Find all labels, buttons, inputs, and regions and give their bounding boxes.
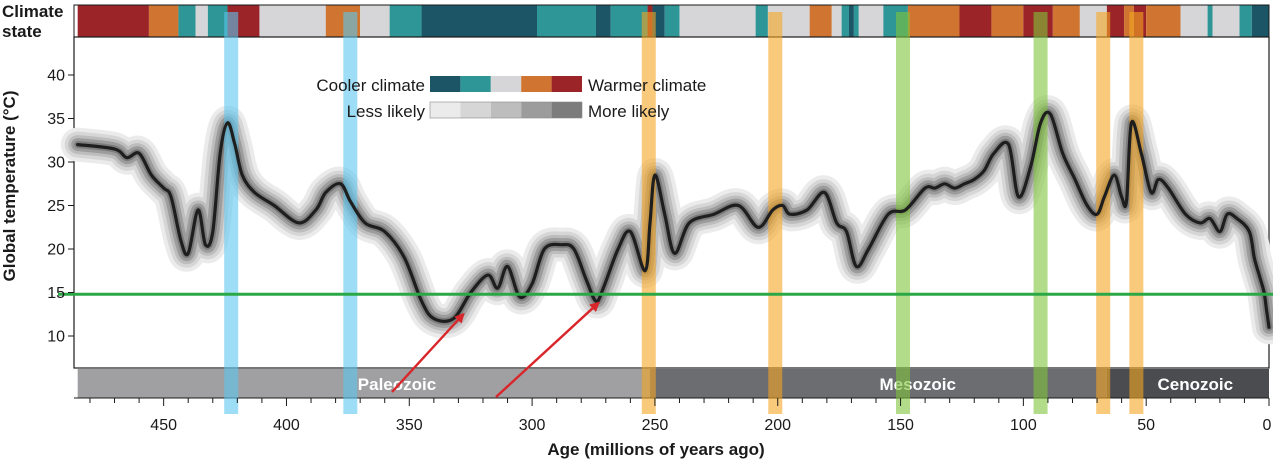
climate-state-segment xyxy=(195,5,208,37)
climate-state-segment xyxy=(389,5,422,37)
legend-likelihood-swatch xyxy=(490,102,522,118)
x-axis: 450 400 350 300 250 200 150 100 50 0 xyxy=(89,398,1272,434)
temperature-line xyxy=(76,110,1271,329)
legend-likelihood-frame xyxy=(429,101,583,119)
x-tick-label: 0 xyxy=(1263,417,1272,434)
climate-state-segment xyxy=(1052,5,1080,37)
highlight-band xyxy=(343,12,358,414)
climate-state-segment xyxy=(679,5,756,37)
highlight-band xyxy=(1129,12,1144,414)
legend-likelihood-swatch xyxy=(430,102,461,118)
y-tick-label: 35 xyxy=(47,111,65,128)
legend-less-label: Less likely xyxy=(347,102,426,121)
x-tick-label: 450 xyxy=(150,417,177,434)
climate-state-segment xyxy=(1212,5,1240,37)
climate-state-segment xyxy=(259,5,326,37)
y-tick-label: 30 xyxy=(47,155,65,172)
climate-state-segment xyxy=(809,5,832,37)
x-axis-title: Age (millions of years ago) xyxy=(547,440,764,459)
annotation-arrows xyxy=(391,301,600,398)
era-bar: Paleozoic Mesozoic Cenozoic xyxy=(74,369,1269,399)
climate-state-segment xyxy=(1180,5,1208,37)
x-tick-label: 250 xyxy=(642,417,669,434)
climate-state-segment xyxy=(959,5,992,37)
x-tick-label: 50 xyxy=(1137,417,1155,434)
legend-climate-swatch xyxy=(551,76,582,92)
x-tick-label: 150 xyxy=(887,417,914,434)
x-tick-label: 350 xyxy=(396,417,423,434)
highlight-band xyxy=(641,12,656,414)
climate-state-segment xyxy=(841,5,849,37)
era-block xyxy=(77,369,651,398)
climate-state-segment xyxy=(853,5,859,37)
climate-state-segment xyxy=(858,5,884,37)
y-tick-label: 15 xyxy=(47,285,65,302)
climate-state-segment xyxy=(1251,5,1269,37)
temperature-curve xyxy=(76,110,1271,329)
x-tick-label: 100 xyxy=(1010,417,1037,434)
climate-state-segment xyxy=(77,5,149,37)
climate-state-segment xyxy=(207,5,228,37)
climate-state-strip xyxy=(73,4,1270,38)
climate-state-segment xyxy=(1124,5,1134,37)
y-axis: 10 15 20 25 30 35 40 xyxy=(47,68,74,346)
legend-climate-swatch xyxy=(430,76,461,92)
climate-state-segment xyxy=(664,5,680,37)
climate-state-segment xyxy=(1146,5,1181,37)
climate-state-segment xyxy=(907,5,960,37)
climate-state-segment xyxy=(595,5,611,37)
climate-state-segment xyxy=(148,5,179,37)
x-tick-label: 400 xyxy=(273,417,300,434)
climate-state-segment xyxy=(1207,5,1213,37)
x-tick-label: 200 xyxy=(764,417,791,434)
climate-state-segment xyxy=(537,5,596,37)
y-tick-label: 20 xyxy=(47,242,65,259)
climate-state-segment xyxy=(1239,5,1252,37)
highlight-band xyxy=(768,12,783,414)
era-label: Cenozoic xyxy=(1158,375,1234,394)
legend-climate-swatch xyxy=(521,76,552,92)
legend-warmer-label: Warmer climate xyxy=(588,76,706,95)
y-tick-label: 25 xyxy=(47,198,65,215)
climate-state-segment xyxy=(831,5,842,37)
climate-state-segment xyxy=(178,5,196,37)
annotation-arrow xyxy=(495,301,600,398)
climate-state-segment xyxy=(421,5,538,37)
legend-cooler-label: Cooler climate xyxy=(316,76,425,95)
climate-state-title-line1: Climate xyxy=(2,2,63,21)
climate-state-title: Climate state xyxy=(2,2,63,41)
era-block xyxy=(650,369,1107,398)
legend: Cooler climate Warmer climate Less likely M… xyxy=(316,76,706,121)
legend-likelihood-swatch xyxy=(521,102,552,118)
highlight-band xyxy=(224,12,239,414)
era-label: Paleozoic xyxy=(358,375,436,394)
legend-likelihood-swatch xyxy=(460,102,491,118)
climate-state-segment xyxy=(610,5,648,37)
highlight-bands xyxy=(224,12,1144,414)
annotation-arrow xyxy=(391,312,465,393)
climate-state-title-line2: state xyxy=(2,22,42,41)
climate-state-segment xyxy=(1106,5,1125,37)
era-label: Mesozoic xyxy=(879,375,956,394)
legend-likelihood-swatch xyxy=(551,102,582,118)
climate-state-segment xyxy=(755,5,768,37)
climate-state-segment xyxy=(360,5,390,37)
y-tick-label: 40 xyxy=(47,68,65,85)
legend-climate-swatch xyxy=(460,76,491,92)
climate-state-segment xyxy=(848,5,854,37)
climate-state-segment xyxy=(991,5,1024,37)
legend-climate-swatch xyxy=(490,76,522,92)
legend-more-label: More likely xyxy=(588,102,670,121)
y-tick-label: 10 xyxy=(47,329,65,346)
highlight-band xyxy=(1033,12,1048,414)
highlight-band xyxy=(896,12,911,414)
highlight-band xyxy=(1096,12,1111,414)
x-tick-label: 300 xyxy=(519,417,546,434)
y-axis-title: Global temperature (°C) xyxy=(0,91,19,282)
